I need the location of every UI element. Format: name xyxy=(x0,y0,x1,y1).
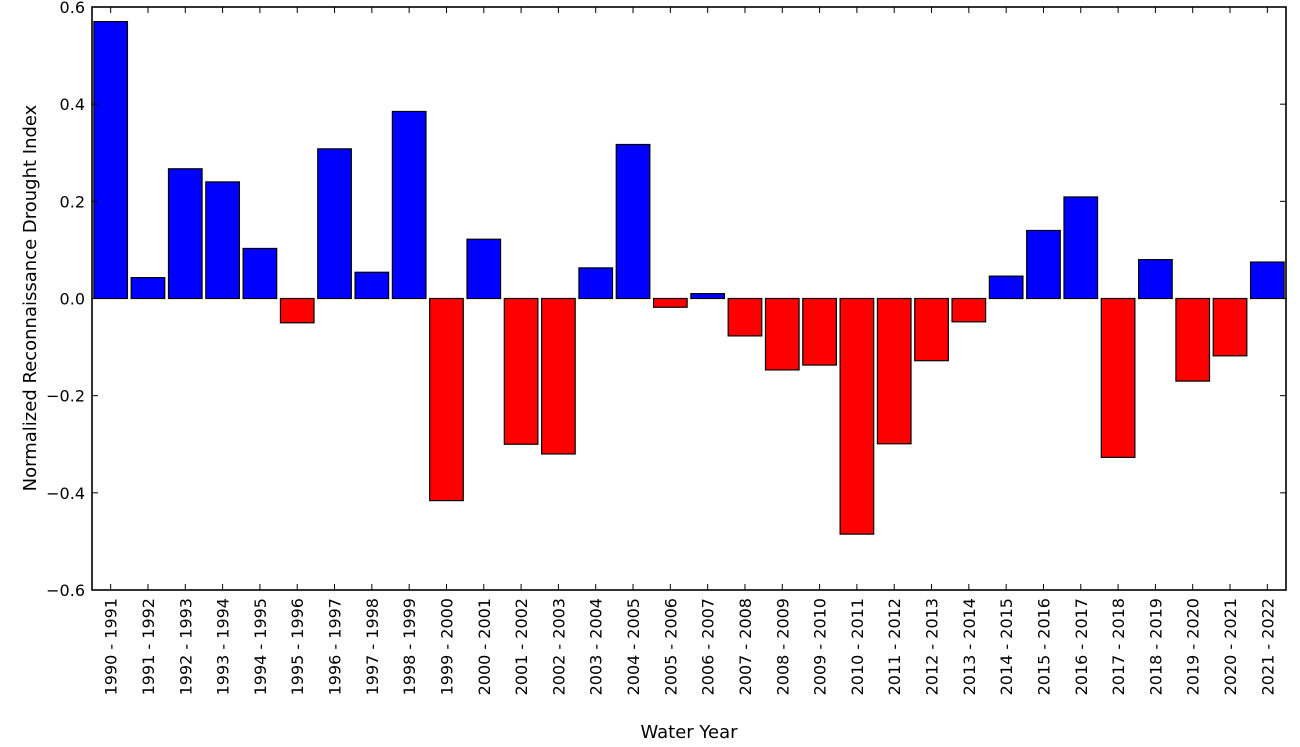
bar-2009-2010 xyxy=(802,297,837,366)
x-tick-label: 2006 - 2007 xyxy=(699,598,718,695)
x-tick-label: 1998 - 1999 xyxy=(400,598,419,695)
x-tick-label: 2018 - 2019 xyxy=(1146,598,1165,695)
bar-1997-1998 xyxy=(354,271,390,300)
bar-2003-2004 xyxy=(578,267,614,300)
axis-ticks xyxy=(92,6,1286,591)
y-tick-label: 0.6 xyxy=(60,0,85,17)
bar-2019-2020 xyxy=(1175,297,1211,382)
x-tick-label: 2010 - 2011 xyxy=(848,598,867,695)
x-tick-label: 2005 - 2006 xyxy=(661,598,680,695)
x-tick-label: 1995 - 1996 xyxy=(288,598,307,695)
x-tick-label: 2016 - 2017 xyxy=(1072,598,1091,695)
x-axis-title: Water Year xyxy=(640,722,738,743)
x-tick-label: 1996 - 1997 xyxy=(326,598,345,695)
bar-2010-2011 xyxy=(839,297,875,535)
bar-2016-2017 xyxy=(1063,196,1099,300)
x-tick-label: 2012 - 2013 xyxy=(923,598,942,695)
x-tick-label: 2017 - 2018 xyxy=(1109,598,1128,695)
bar-1995-1996 xyxy=(279,297,315,324)
bar-2012-2013 xyxy=(914,297,949,362)
x-tick-label: 2008 - 2009 xyxy=(773,598,792,695)
bars-group xyxy=(93,20,1285,535)
x-tick-label: 2003 - 2004 xyxy=(587,598,606,695)
x-tick-label: 2021 - 2022 xyxy=(1258,598,1277,695)
x-tick-label: 1993 - 1994 xyxy=(214,598,233,695)
y-tick-label: 0.2 xyxy=(60,192,85,211)
x-tick-label: 2011 - 2012 xyxy=(885,598,904,695)
y-tick-label: 0.0 xyxy=(60,290,85,309)
x-tick-label: 1991 - 1992 xyxy=(139,598,158,695)
x-tick-label: 2007 - 2008 xyxy=(736,598,755,695)
bar-1991-1992 xyxy=(130,277,166,300)
bar-2006-2007 xyxy=(690,293,726,300)
y-tick-label: 0.4 xyxy=(60,95,85,114)
y-tick-label: −0.4 xyxy=(46,484,85,503)
bar-2004-2005 xyxy=(615,143,651,300)
bar-1998-1999 xyxy=(391,110,427,300)
x-tick-label: 2004 - 2005 xyxy=(624,598,643,695)
bar-1999-2000 xyxy=(429,297,464,502)
bar-1990-1991 xyxy=(93,20,129,300)
bar-2014-2015 xyxy=(988,275,1024,300)
x-tick-label: 1992 - 1993 xyxy=(176,598,195,695)
x-tick-label: 2015 - 2016 xyxy=(1034,598,1053,695)
bar-2021-2022 xyxy=(1249,261,1285,300)
x-axis-tick-labels: 1990 - 1991 1991 - 1992 1992 - 1993 1993 - … xyxy=(102,598,1278,695)
bar-1994-1995 xyxy=(242,247,278,300)
x-tick-label: 1994 - 1995 xyxy=(251,598,270,695)
bar-1996-1997 xyxy=(317,148,352,300)
x-tick-label: 2019 - 2020 xyxy=(1184,598,1203,695)
bar-2000-2001 xyxy=(466,238,502,300)
bar-2005-2006 xyxy=(652,297,688,308)
plot-frame xyxy=(91,6,1287,591)
bar-2015-2016 xyxy=(1026,229,1061,300)
bar-2001-2002 xyxy=(503,297,539,445)
x-tick-label: 2002 - 2003 xyxy=(549,598,568,695)
bar-1993-1994 xyxy=(205,181,240,300)
y-axis-title: Normalized Reconnaissance Drought Index xyxy=(20,104,41,491)
x-tick-label: 2014 - 2015 xyxy=(997,598,1016,695)
x-tick-label: 1997 - 1998 xyxy=(363,598,382,695)
bar-2002-2003 xyxy=(541,297,576,455)
bar-2007-2008 xyxy=(727,297,763,337)
bar-2008-2009 xyxy=(764,297,800,371)
bar-2017-2018 xyxy=(1100,297,1136,458)
bar-2018-2019 xyxy=(1138,259,1173,300)
x-tick-label: 2020 - 2021 xyxy=(1221,598,1240,695)
bar-2011-2012 xyxy=(876,297,912,445)
bar-2013-2014 xyxy=(951,297,987,323)
bar-2020-2021 xyxy=(1212,297,1248,357)
y-axis-tick-labels: 0.6 0.4 0.2 0.0 −0.2 −0.4 −0.6 xyxy=(46,0,85,600)
x-tick-label: 2009 - 2010 xyxy=(811,598,830,695)
y-tick-label: −0.6 xyxy=(46,581,85,600)
bar-1992-1993 xyxy=(167,168,203,300)
x-tick-label: 1999 - 2000 xyxy=(437,598,456,695)
y-tick-label: −0.2 xyxy=(46,387,85,406)
x-tick-label: 2013 - 2014 xyxy=(960,598,979,695)
x-tick-label: 1990 - 1991 xyxy=(102,598,121,695)
x-tick-label: 2001 - 2002 xyxy=(512,598,531,695)
x-tick-label: 2000 - 2001 xyxy=(475,598,494,695)
